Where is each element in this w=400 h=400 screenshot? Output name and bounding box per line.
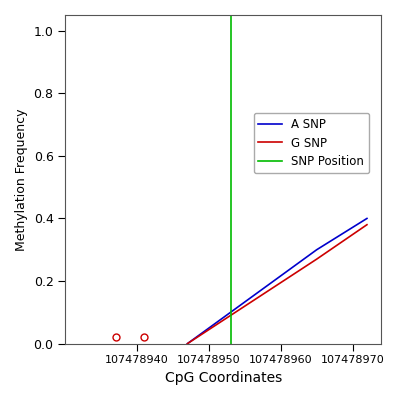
G SNP (185, 341, 190, 346)
Y-axis label: Methylation Frequency: Methylation Frequency (15, 108, 28, 250)
X-axis label: CpG Coordinates: CpG Coordinates (165, 371, 282, 385)
G SNP (314, 257, 319, 262)
Line: G SNP: G SNP (188, 225, 367, 344)
A SNP (314, 247, 319, 252)
Line: A SNP: A SNP (188, 218, 367, 344)
A SNP (364, 216, 369, 221)
A SNP (185, 341, 190, 346)
G SNP (364, 222, 369, 227)
Legend: A SNP, G SNP, SNP Position: A SNP, G SNP, SNP Position (254, 113, 369, 173)
